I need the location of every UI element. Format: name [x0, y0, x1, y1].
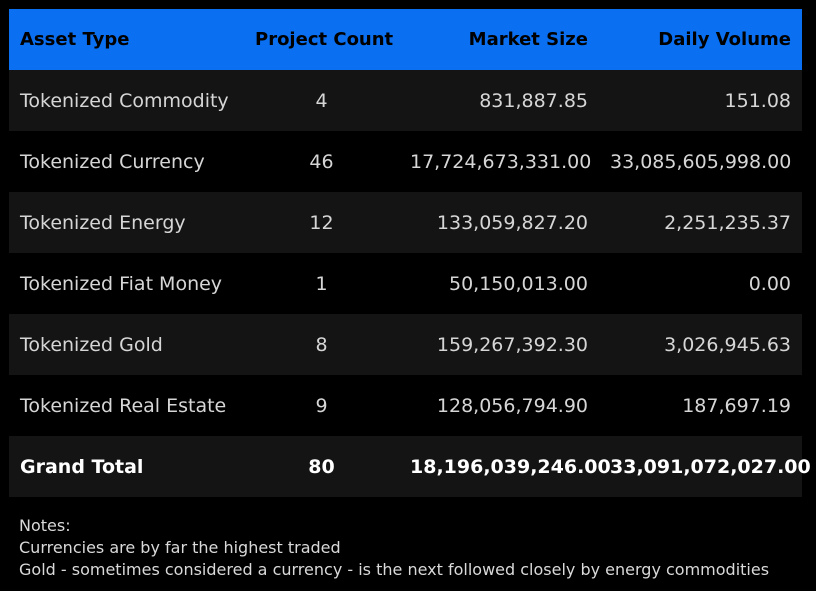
cell-daily-volume: 33,085,605,998.00: [610, 150, 792, 173]
cell-daily-volume: 3,026,945.63: [664, 333, 791, 356]
total-daily-volume: 33,091,072,027.00: [610, 455, 811, 478]
cell-project-count: 12: [309, 211, 334, 234]
cell-asset-type: Tokenized Gold: [20, 333, 163, 356]
cell-project-count: 4: [315, 89, 328, 112]
cell-market-size: 17,724,673,331.00: [410, 150, 592, 173]
cell-market-size: 50,150,013.00: [448, 272, 588, 295]
cell-asset-type: Tokenized Real Estate: [20, 394, 227, 417]
grand-total-row: Grand Total 80 18,196,039,246.00 33,091,…: [9, 436, 811, 497]
total-label: Grand Total: [20, 455, 144, 478]
cell-daily-volume: 187,697.19: [682, 394, 791, 417]
table-row: Tokenized Commodity 4 831,887.85 151.08: [9, 70, 802, 131]
cell-asset-type: Tokenized Fiat Money: [20, 272, 223, 295]
cell-asset-type: Tokenized Commodity: [20, 89, 229, 112]
asset-table: Asset Type Project Count Market Size Dai…: [9, 9, 811, 497]
notes-line: Gold - sometimes considered a currency -…: [19, 560, 770, 579]
cell-project-count: 46: [309, 150, 334, 173]
table-row: Tokenized Fiat Money 1 50,150,013.00 0.0…: [9, 253, 802, 314]
cell-market-size: 128,056,794.90: [436, 394, 588, 417]
cell-asset-type: Tokenized Energy: [20, 211, 186, 234]
cell-market-size: 133,059,827.20: [436, 211, 588, 234]
table-body: Tokenized Commodity 4 831,887.85 151.08 …: [9, 70, 811, 497]
cell-market-size: 159,267,392.30: [436, 333, 588, 356]
header-market-size: Market Size: [468, 29, 588, 50]
cell-market-size: 831,887.85: [479, 89, 588, 112]
cell-daily-volume: 0.00: [748, 272, 791, 295]
header-daily-volume: Daily Volume: [658, 29, 791, 50]
cell-project-count: 8: [315, 333, 328, 356]
notes-line: Currencies are by far the highest traded: [19, 538, 341, 557]
table-row: Tokenized Real Estate 9 128,056,794.90 1…: [9, 375, 802, 436]
total-market-size: 18,196,039,246.00: [410, 455, 611, 478]
table-row: Tokenized Energy 12 133,059,827.20 2,251…: [9, 192, 802, 253]
header-row: Asset Type Project Count Market Size Dai…: [9, 9, 802, 70]
cell-daily-volume: 151.08: [724, 89, 791, 112]
cell-asset-type: Tokenized Currency: [20, 150, 205, 173]
header-asset-type: Asset Type: [20, 29, 130, 50]
notes-section: Notes: Currencies are by far the highest…: [19, 515, 769, 581]
header-project-count: Project Count: [255, 29, 394, 50]
cell-project-count: 9: [315, 394, 328, 417]
notes-heading: Notes:: [19, 516, 71, 535]
cell-daily-volume: 2,251,235.37: [664, 211, 791, 234]
table-header: Asset Type Project Count Market Size Dai…: [9, 9, 802, 70]
cell-project-count: 1: [315, 272, 328, 295]
table-row: Tokenized Gold 8 159,267,392.30 3,026,94…: [9, 314, 802, 375]
total-project-count: 80: [308, 455, 335, 478]
table-row: Tokenized Currency 46 17,724,673,331.00 …: [9, 131, 802, 192]
data-table-container: Asset Type Project Count Market Size Dai…: [9, 9, 811, 497]
